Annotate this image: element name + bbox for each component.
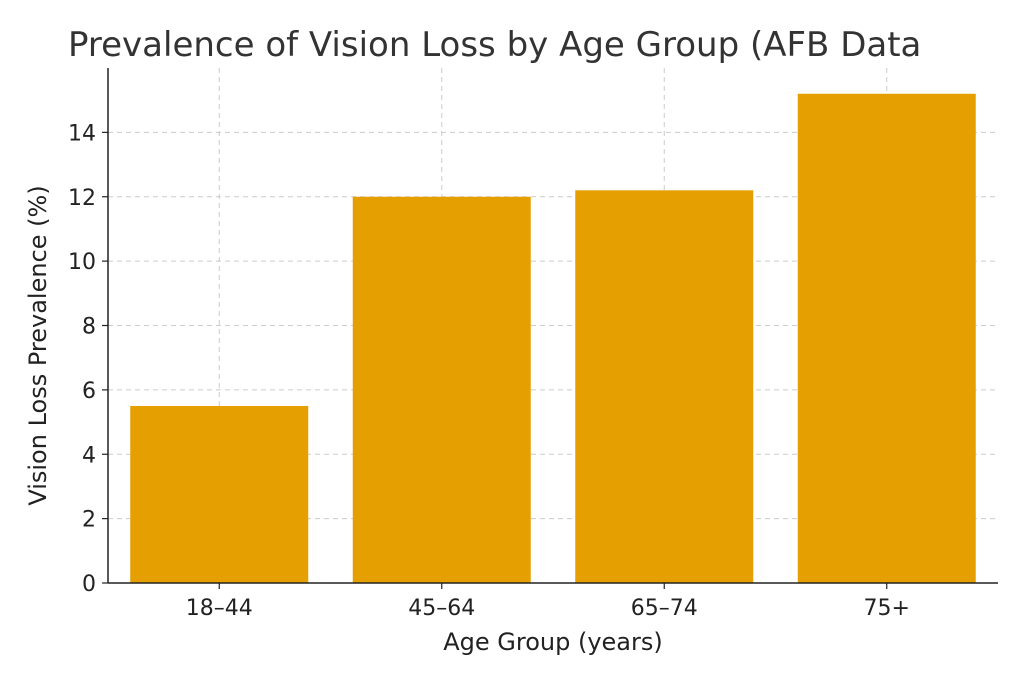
y-tick-label: 2 [82,508,96,533]
bars [130,93,976,583]
x-tick-label: 18–44 [186,596,253,621]
bar-1 [130,405,309,583]
x-tick-label: 45–64 [408,596,475,621]
y-tick-label: 14 [68,121,96,146]
bar-2 [352,196,531,583]
y-axis-label: Vision Loss Prevalence (%) [24,185,52,505]
x-axis-ticks: 18–44 45–64 65–74 75+ [186,583,910,621]
y-tick-label: 6 [82,379,96,404]
x-tick-label: 75+ [864,596,910,621]
bar-3 [575,190,754,583]
y-tick-label: 0 [82,572,96,597]
y-axis-ticks: 0 2 4 6 8 10 12 14 [68,121,108,597]
y-tick-label: 4 [82,443,96,468]
y-tick-label: 8 [82,315,96,340]
y-tick-label: 12 [68,186,96,211]
y-tick-label: 10 [68,250,96,275]
bar-4 [797,93,976,583]
x-axis-label: Age Group (years) [443,628,663,656]
chart-title: Prevalence of Vision Loss by Age Group (… [68,25,921,65]
x-tick-label: 65–74 [631,596,698,621]
